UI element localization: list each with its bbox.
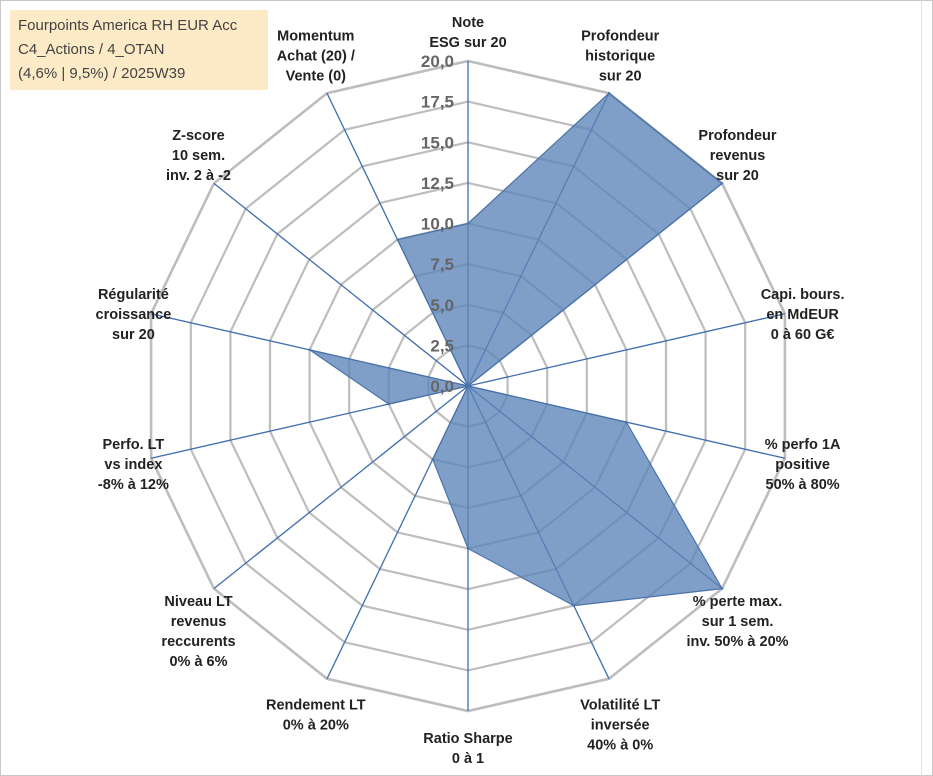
axis-label-10-line-2: -8% à 12% bbox=[98, 477, 169, 493]
tick-label: 2,5 bbox=[430, 336, 454, 355]
axis-label-9-line-2: reccurents bbox=[161, 634, 235, 650]
axis-label-11-line-0: Régularité bbox=[98, 287, 169, 303]
axis-label-12-line-2: inv. 2 à -2 bbox=[166, 168, 231, 184]
axis-label-3-line-0: Capi. bours. bbox=[761, 287, 845, 303]
series-area bbox=[309, 92, 724, 607]
tick-label: 10,0 bbox=[421, 215, 454, 234]
axis-label-5-line-0: % perte max. bbox=[693, 594, 782, 610]
data-point-1 bbox=[607, 92, 611, 95]
spoke-9 bbox=[213, 385, 469, 590]
window-edge bbox=[921, 0, 922, 776]
axis-label-6-line-2: 40% à 0% bbox=[587, 738, 653, 754]
axis-label-13-line-2: Vente (0) bbox=[286, 68, 347, 84]
axis-label-7-line-1: 0 à 1 bbox=[452, 751, 484, 767]
axis-label-4-line-0: % perfo 1A bbox=[765, 437, 841, 453]
axis-label-1-line-0: Profondeur bbox=[581, 28, 659, 44]
axis-label-6-line-0: Volatilité LT bbox=[580, 698, 660, 714]
axis-label-12-line-0: Z-score bbox=[172, 128, 224, 144]
axis-label-4-line-1: positive bbox=[775, 457, 830, 473]
axis-label-5-line-1: sur 1 sem. bbox=[702, 614, 774, 630]
axis-label-13-line-1: Achat (20) / bbox=[277, 48, 355, 64]
axis-label-13-line-0: Momentum bbox=[277, 28, 354, 44]
axis-label-0-line-1: ESG sur 20 bbox=[429, 35, 506, 51]
axis-label-2-line-0: Profondeur bbox=[698, 128, 776, 144]
axis-label-1-line-1: historique bbox=[585, 48, 655, 64]
data-point-2 bbox=[720, 182, 724, 185]
data-point-5 bbox=[720, 587, 724, 590]
axis-label-3-line-1: en MdEUR bbox=[766, 307, 839, 323]
axis-label-4-line-2: 50% à 80% bbox=[766, 477, 840, 493]
axis-label-11-line-1: croissance bbox=[96, 307, 172, 323]
data-point-4 bbox=[625, 421, 628, 424]
title-box: Fourpoints America RH EUR Acc C4_Actions… bbox=[10, 10, 268, 90]
axis-label-0-line-0: Note bbox=[452, 15, 484, 31]
tick-label: 7,5 bbox=[430, 255, 454, 274]
axis-label-1-line-2: sur 20 bbox=[599, 68, 642, 84]
tick-label: 15,0 bbox=[421, 133, 454, 152]
tick-label: 5,0 bbox=[430, 296, 454, 315]
data-point-11 bbox=[308, 348, 311, 351]
title-line-3: (4,6% | 9,5%) / 2025W39 bbox=[18, 65, 186, 82]
tick-label: 20,0 bbox=[421, 52, 454, 71]
axis-label-9-line-3: 0% à 6% bbox=[169, 654, 227, 670]
axis-label-2-line-2: sur 20 bbox=[716, 168, 759, 184]
axis-label-8-line-1: 0% à 20% bbox=[283, 718, 349, 734]
axis-label-12-line-1: 10 sem. bbox=[172, 148, 225, 164]
axis-label-7-line-0: Ratio Sharpe bbox=[423, 731, 512, 747]
title-line-1: Fourpoints America RH EUR Acc bbox=[18, 17, 238, 34]
data-point-10 bbox=[387, 402, 390, 406]
tick-label: 12,5 bbox=[421, 174, 454, 193]
title-line-2: C4_Actions / 4_OTAN bbox=[18, 41, 165, 58]
data-point-0 bbox=[466, 222, 470, 225]
axis-label-2-line-1: revenus bbox=[710, 148, 766, 164]
axis-label-10-line-1: vs index bbox=[104, 457, 162, 473]
axis-label-6-line-1: inversée bbox=[591, 718, 650, 734]
data-point-12 bbox=[466, 384, 470, 388]
axis-label-3-line-2: 0 à 60 G€ bbox=[771, 327, 835, 343]
data-point-6 bbox=[572, 604, 575, 607]
data-point-7 bbox=[466, 547, 470, 550]
axis-label-5-line-2: inv. 50% à 20% bbox=[686, 634, 788, 650]
data-point-8 bbox=[431, 458, 434, 461]
axis-label-10-line-0: Perfo. LT bbox=[103, 437, 165, 453]
spoke-3 bbox=[467, 313, 786, 387]
tick-label: 0,0 bbox=[430, 377, 454, 396]
tick-label: 17,5 bbox=[421, 93, 454, 112]
data-point-13 bbox=[396, 238, 399, 241]
axis-label-11-line-2: sur 20 bbox=[112, 327, 155, 343]
axis-label-8-line-0: Rendement LT bbox=[266, 698, 366, 714]
axis-label-9-line-1: revenus bbox=[171, 614, 227, 630]
axis-label-9-line-0: Niveau LT bbox=[164, 594, 232, 610]
spoke-12 bbox=[213, 182, 469, 387]
